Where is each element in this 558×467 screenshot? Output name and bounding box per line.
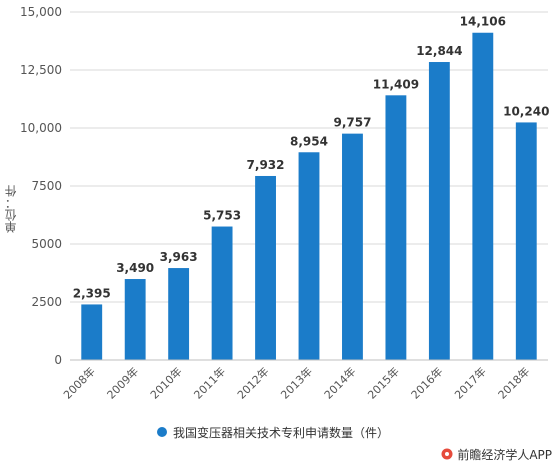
- x-tick-label: 2014年: [321, 364, 358, 401]
- bar: [255, 175, 276, 360]
- x-tick-label: 2018年: [495, 364, 532, 401]
- y-tick-label: 5000: [31, 237, 62, 251]
- y-tick-label: 10,000: [20, 121, 62, 135]
- y-tick-label: 7500: [31, 179, 62, 193]
- y-tick-label: 12,500: [20, 63, 62, 77]
- x-tick-label: 2016年: [408, 364, 445, 401]
- data-label: 8,954: [290, 134, 328, 148]
- bar: [428, 62, 450, 361]
- legend-label: 我国变压器相关技术专利申请数量（件）: [173, 425, 390, 440]
- x-tick-label: 2015年: [365, 364, 402, 401]
- bar: [168, 268, 190, 360]
- data-label: 5,753: [203, 209, 241, 223]
- bar: [124, 279, 146, 360]
- bar: [342, 133, 363, 360]
- x-tick-label: 2009年: [104, 364, 141, 401]
- x-tick-label: 2011年: [191, 364, 228, 401]
- x-tick-label: 2013年: [278, 364, 315, 401]
- bar: [211, 226, 233, 360]
- x-tick-label: 2008年: [60, 364, 97, 401]
- data-label: 2,395: [73, 286, 111, 300]
- data-label: 10,240: [503, 104, 549, 118]
- bar: [385, 95, 407, 360]
- x-tick-label: 2017年: [451, 364, 488, 401]
- legend-marker: [157, 427, 167, 437]
- y-tick-label: 0: [54, 353, 62, 367]
- data-label: 9,757: [333, 116, 371, 130]
- data-label: 3,963: [160, 250, 198, 264]
- bar: [515, 122, 537, 360]
- y-axis-label: 单位：件: [4, 185, 18, 233]
- x-tick-label: 2012年: [234, 364, 271, 401]
- y-tick-label: 15,000: [20, 5, 62, 19]
- source-text: 前瞻经济学人APP: [457, 447, 552, 462]
- data-label: 7,932: [247, 158, 285, 172]
- x-tick-label: 2010年: [147, 364, 184, 401]
- data-label: 12,844: [416, 44, 462, 58]
- data-label: 14,106: [460, 15, 506, 29]
- y-tick-label: 2500: [31, 295, 62, 309]
- source-logo-icon: [441, 448, 453, 460]
- bar: [298, 152, 320, 360]
- bar: [81, 304, 103, 360]
- source-credit: 前瞻经济学人APP: [441, 446, 552, 462]
- data-label: 11,409: [373, 77, 419, 91]
- legend: 我国变压器相关技术专利申请数量（件）: [157, 424, 389, 440]
- bar: [472, 32, 494, 361]
- data-label: 3,490: [116, 261, 154, 275]
